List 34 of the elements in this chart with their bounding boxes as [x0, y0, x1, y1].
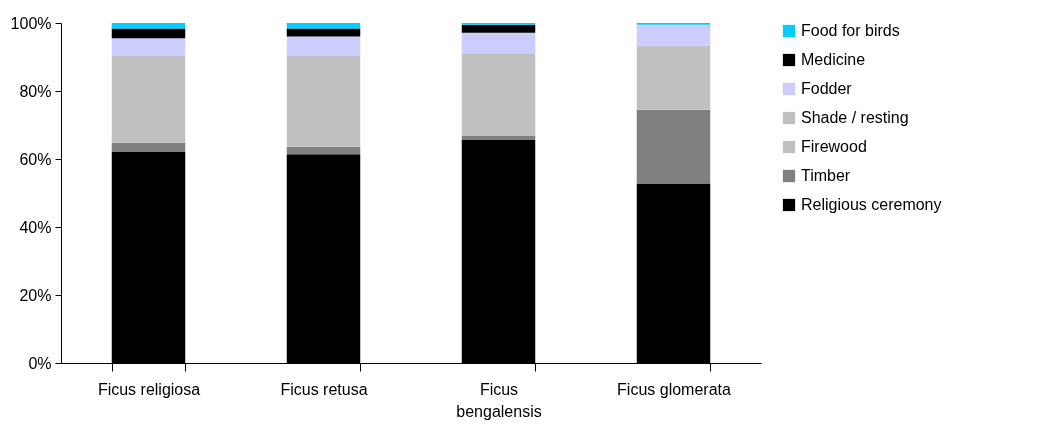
legend-label: Firewood	[801, 138, 867, 155]
bar	[636, 109, 711, 184]
x-tick-label: Ficus glomerata	[617, 380, 732, 398]
bar	[286, 23, 361, 29]
bar	[636, 24, 711, 46]
bar	[286, 28, 361, 37]
bar	[111, 28, 186, 39]
bar	[286, 146, 361, 155]
y-tick-label: 80%	[19, 82, 52, 100]
bar	[461, 53, 536, 136]
bar	[461, 32, 536, 54]
bar	[461, 24, 536, 33]
legend-label: Medicine	[801, 51, 866, 68]
legend-label: Fodder	[801, 80, 853, 97]
bar	[111, 23, 186, 29]
bar	[286, 55, 361, 147]
x-tick-label: Ficus bengalensis	[456, 380, 542, 420]
x-tick-label: Ficus retusa	[280, 380, 368, 398]
y-tick-label: 20%	[19, 286, 52, 304]
legend-label: Timber	[801, 167, 851, 184]
y-tick-label: 60%	[19, 150, 52, 168]
bar	[286, 36, 361, 56]
bar	[461, 135, 536, 140]
y-tick-label: 0%	[28, 354, 52, 372]
bar	[111, 38, 186, 56]
legend-label: Food for birds	[801, 22, 900, 39]
bar	[111, 55, 186, 143]
y-tick-label: 40%	[19, 218, 52, 236]
legend-label: Religious ceremony	[801, 196, 942, 213]
legend-label: Shade / resting	[801, 109, 909, 126]
bar	[111, 142, 186, 152]
y-tick-label: 100%	[10, 14, 52, 32]
x-tick-label: Ficus religiosa	[97, 380, 201, 398]
bar	[636, 45, 711, 110]
